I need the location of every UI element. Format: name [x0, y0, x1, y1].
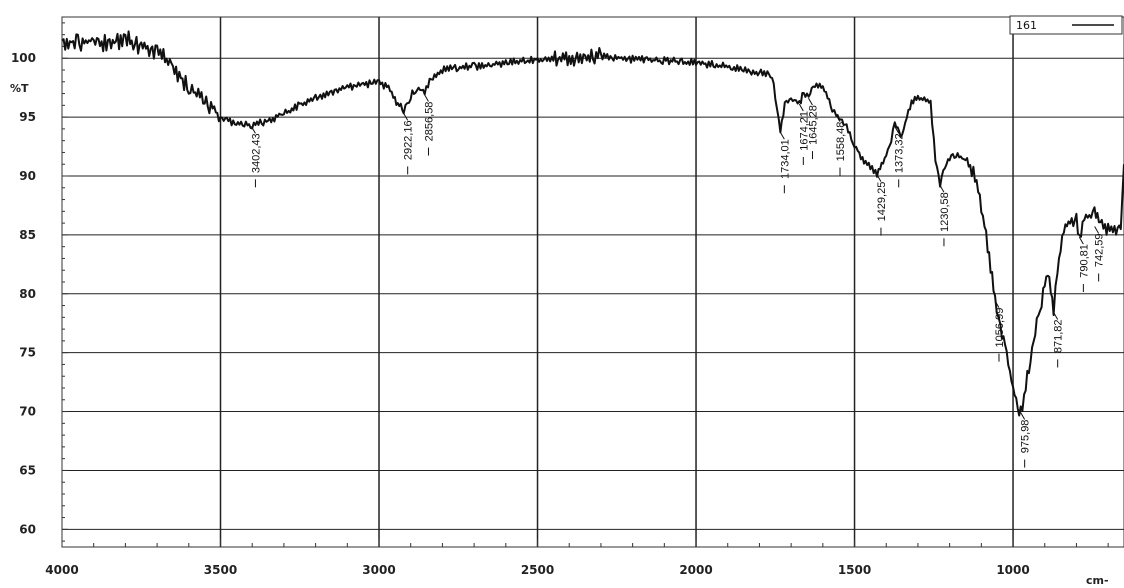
x-tick-label: 3000	[362, 563, 395, 577]
y-tick-label: 95	[19, 110, 36, 124]
peak-marker-leader	[1078, 236, 1084, 245]
y-tick-label: 70	[19, 405, 36, 419]
peak-marker-leader	[808, 97, 813, 106]
y-axis: 100 95 90 85 80 75 70 65 60	[11, 22, 68, 542]
peak-marker-leader	[798, 103, 804, 112]
peak-marker-leader	[1020, 412, 1026, 420]
x-tick-label: 2000	[679, 563, 712, 577]
y-tick-label: 85	[19, 228, 36, 242]
peak-label: 1645,28	[807, 105, 819, 145]
peak-label: 1734,01	[779, 139, 791, 179]
y-tick-label: 80	[19, 287, 36, 301]
y-tick-label: 90	[19, 169, 36, 183]
plot-area	[61, 16, 1124, 548]
x-tick-label: 1000	[996, 563, 1029, 577]
peak-marker-leader	[835, 114, 841, 122]
x-axis: 4000 3500 3000 2500 2000 1500 1000	[45, 539, 1109, 577]
peak-label: 2856,58	[423, 102, 435, 142]
peak-label: 1674,21	[798, 111, 810, 151]
legend-box	[1009, 15, 1123, 35]
peak-label: 742,59	[1094, 233, 1106, 267]
peak-label: 1056,99	[994, 308, 1006, 348]
peak-marker-leader	[939, 184, 945, 193]
x-tick-label: 3500	[204, 563, 237, 577]
peak-label: 1558,48	[835, 122, 847, 162]
y-axis-label: %T	[10, 82, 29, 95]
peak-marker-leader	[1094, 226, 1100, 234]
peak-label: 1429,25	[876, 182, 888, 222]
peak-marker-leader	[424, 94, 429, 102]
peak-label: 3402,43	[250, 133, 262, 173]
peak-marker-leader	[1053, 312, 1059, 320]
peak-marker-leader	[894, 126, 900, 134]
x-tick-label: 4000	[45, 563, 78, 577]
y-tick-label: 100	[11, 51, 36, 65]
peak-label: 2922,16	[403, 120, 415, 160]
peak-annotations: 3402,43 2922,16 2856,58 1734,01 1674,211645,…	[250, 94, 1106, 468]
series-line-161	[61, 30, 1124, 417]
peak-marker-leader	[994, 300, 1000, 308]
peak-marker-leader	[876, 174, 882, 182]
peak-label: 871,82	[1053, 319, 1065, 353]
y-tick-label: 75	[19, 346, 36, 360]
peak-marker-leader	[403, 113, 409, 121]
y-tick-label: 65	[19, 463, 36, 477]
legend-entry-label: 161	[1016, 19, 1037, 32]
peak-label: 1230,58	[939, 192, 951, 232]
legend: 161	[1009, 15, 1123, 35]
peak-marker-leader	[251, 126, 256, 134]
y-tick-label: 60	[19, 522, 36, 536]
peak-label: 1373,32	[894, 133, 906, 173]
x-tick-label: 1500	[838, 563, 871, 577]
grid-lines	[62, 17, 1124, 547]
peak-marker-leader	[779, 131, 785, 140]
peak-label: 975,98	[1020, 420, 1032, 454]
x-axis-unit-label: cm-	[1086, 574, 1109, 587]
peak-label: 790,81	[1078, 244, 1090, 278]
x-tick-label: 2500	[521, 563, 554, 577]
